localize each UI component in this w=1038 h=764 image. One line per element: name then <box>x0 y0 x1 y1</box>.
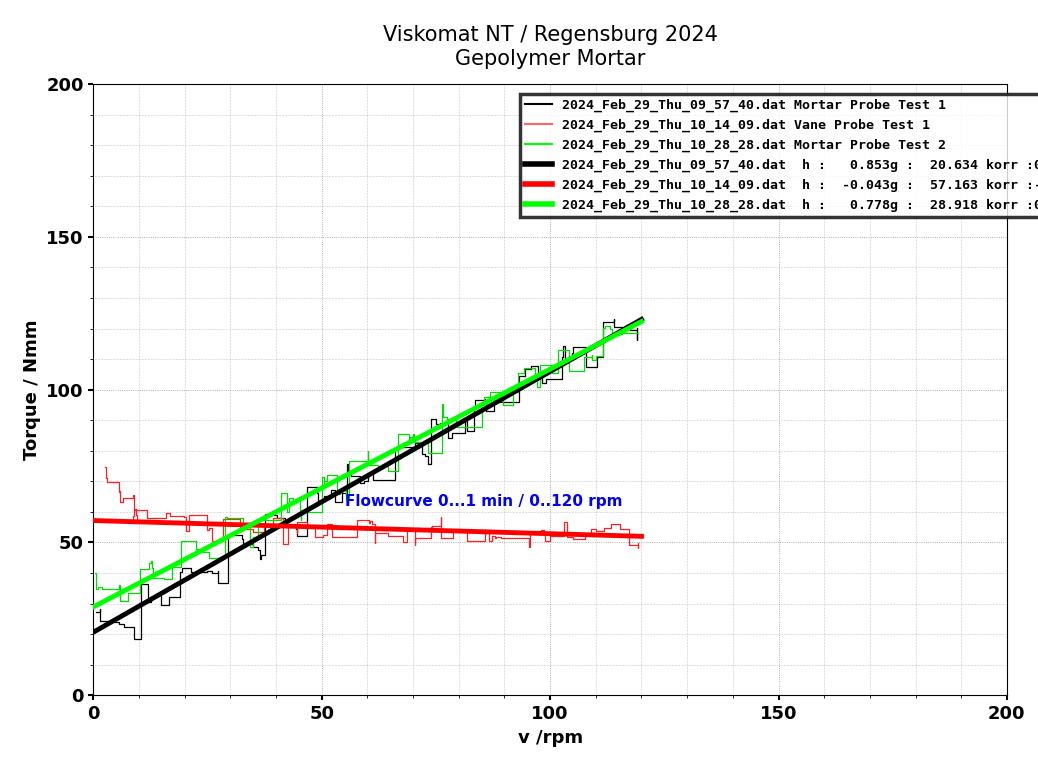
Y-axis label: Torque / Nmm: Torque / Nmm <box>23 319 40 460</box>
Text: Flowcurve 0...1 min / 0..120 rpm: Flowcurve 0...1 min / 0..120 rpm <box>345 494 622 509</box>
X-axis label: v /rpm: v /rpm <box>518 729 582 746</box>
Legend: 2024_Feb_29_Thu_09_57_40.dat Mortar Probe Test 1, 2024_Feb_29_Thu_10_14_09.dat V: 2024_Feb_29_Thu_09_57_40.dat Mortar Prob… <box>520 94 1038 217</box>
Title: Viskomat NT / Regensburg 2024
Gepolymer Mortar: Viskomat NT / Regensburg 2024 Gepolymer … <box>383 25 717 69</box>
